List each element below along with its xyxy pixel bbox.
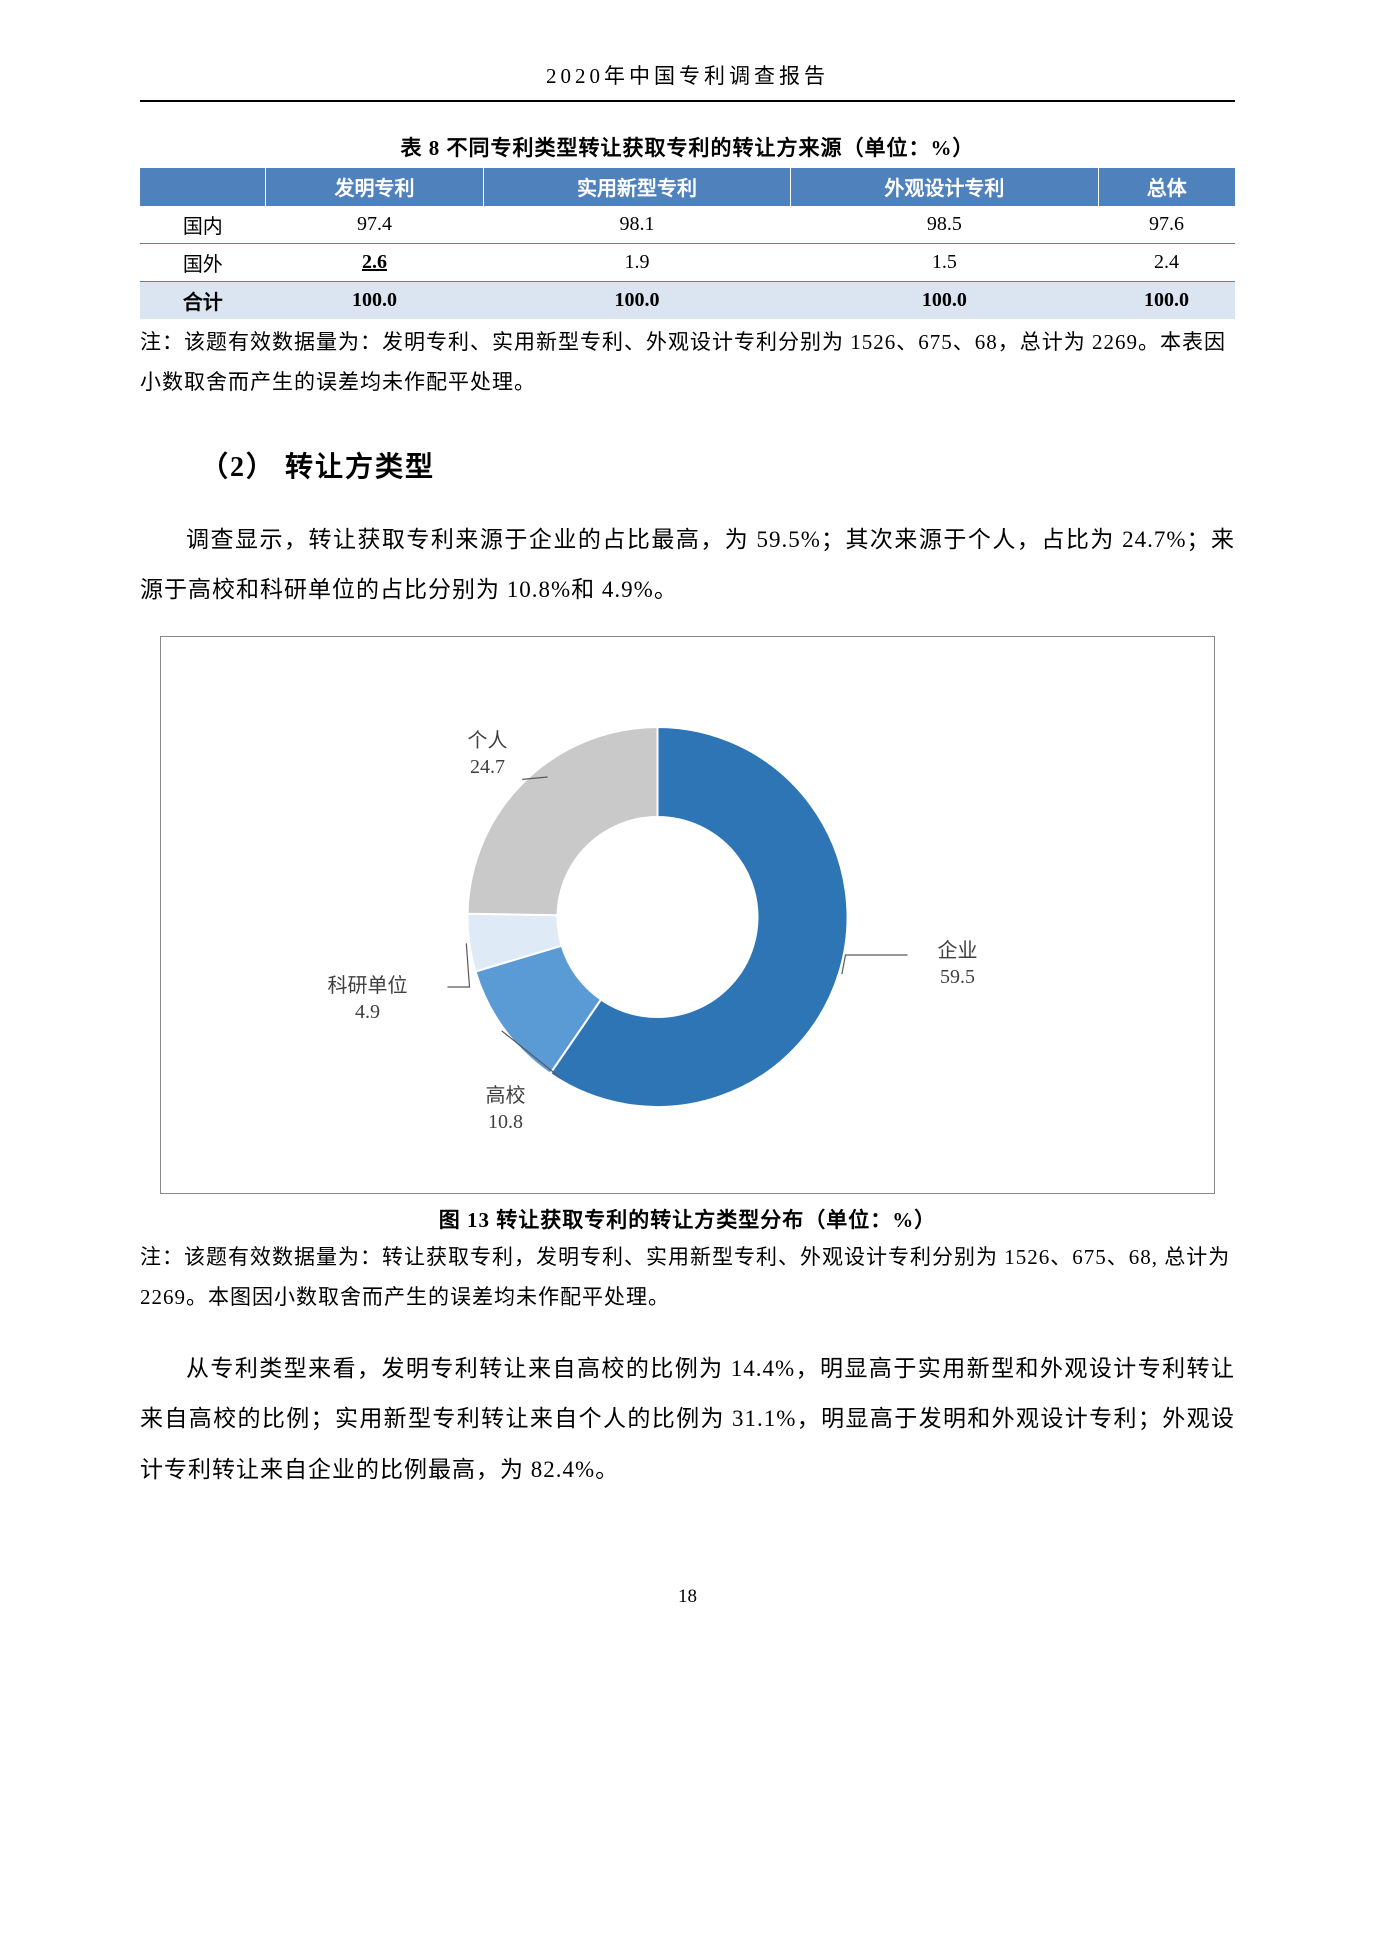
- table8-cell: 100.0: [483, 282, 790, 320]
- table8-row-label: 国外: [140, 244, 266, 282]
- table8-cell: 1.5: [791, 244, 1098, 282]
- table8-cell: 1.9: [483, 244, 790, 282]
- donut-chart-svg: 企业 59.5 高校 10.8 科研单位 4.9 个人 24.7: [171, 657, 1204, 1177]
- donut-label-value: 24.7: [470, 756, 505, 778]
- section-heading: （2） 转让方类型: [200, 445, 1235, 485]
- table8-cell: 2.4: [1098, 244, 1235, 282]
- table8-note: 注：该题有效数据量为：发明专利、实用新型专利、外观设计专利分别为 1526、67…: [140, 323, 1235, 403]
- table8-cell: 97.6: [1098, 206, 1235, 244]
- donut-note: 注：该题有效数据量为：转让获取专利，发明专利、实用新型专利、外观设计专利分别为 …: [140, 1238, 1235, 1318]
- header-title: 2020年中国专利调查报告: [546, 64, 829, 88]
- table8-row-label: 合计: [140, 282, 266, 320]
- donut-label-value: 10.8: [488, 1111, 523, 1133]
- page-number: 18: [140, 1586, 1235, 1608]
- table8-cell: 97.4: [266, 206, 484, 244]
- page-header: 2020年中国专利调查报告: [140, 60, 1235, 102]
- table8-col-header: [140, 168, 266, 206]
- donut-caption: 图 13 转让获取专利的转让方类型分布（单位：%）: [140, 1204, 1235, 1234]
- table8-cell: 100.0: [791, 282, 1098, 320]
- donut-leader: [448, 943, 470, 987]
- table8-cell: 2.6: [266, 244, 484, 282]
- table8-row-label: 国内: [140, 206, 266, 244]
- table8-col-header: 实用新型专利: [483, 168, 790, 206]
- table8-cell: 100.0: [266, 282, 484, 320]
- donut-label-value: 59.5: [940, 966, 975, 988]
- table8-col-header: 外观设计专利: [791, 168, 1098, 206]
- table8-col-header: 发明专利: [266, 168, 484, 206]
- table8: 发明专利实用新型专利外观设计专利总体 国内97.498.198.597.6国外2…: [140, 168, 1235, 319]
- donut-chart-box: 企业 59.5 高校 10.8 科研单位 4.9 个人 24.7: [160, 636, 1215, 1194]
- donut-label-name: 高校: [486, 1084, 526, 1107]
- donut-label-name: 个人: [468, 729, 508, 752]
- table8-cell: 98.5: [791, 206, 1098, 244]
- table8-cell: 100.0: [1098, 282, 1235, 320]
- donut-label-value: 4.9: [355, 1001, 380, 1023]
- para2: 从专利类型来看，发明专利转让来自高校的比例为 14.4%，明显高于实用新型和外观…: [140, 1344, 1235, 1496]
- donut-label-name: 企业: [938, 939, 978, 962]
- table8-col-header: 总体: [1098, 168, 1235, 206]
- section-para1: 调查显示，转让获取专利来源于企业的占比最高，为 59.5%；其次来源于个人，占比…: [140, 515, 1235, 616]
- donut-leader: [842, 955, 908, 974]
- table8-cell: 98.1: [483, 206, 790, 244]
- donut-label-name: 科研单位: [328, 974, 408, 997]
- table8-caption: 表 8 不同专利类型转让获取专利的转让方来源（单位：%）: [140, 132, 1235, 162]
